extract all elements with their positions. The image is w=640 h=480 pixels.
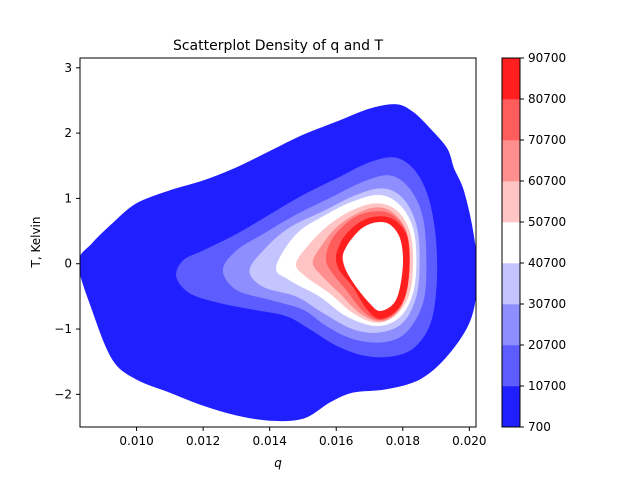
chart-title: Scatterplot Density of q and T: [173, 38, 384, 54]
x-axis-label: q: [274, 456, 282, 470]
x-tick-label: 0.014: [253, 434, 287, 448]
colorbar-frame: [501, 57, 521, 428]
colorbar-tick-label: 70700: [528, 133, 566, 147]
y-tick-label: −2: [54, 387, 72, 401]
colorbar-segment: [502, 58, 520, 100]
colorbar-segment: [502, 222, 520, 264]
plot-area: [80, 104, 476, 422]
colorbar-segment: [502, 140, 520, 182]
colorbar-tick-label: 700: [528, 420, 551, 434]
colorbar-tick-label: 30700: [528, 297, 566, 311]
colorbar-segment: [502, 304, 520, 346]
colorbar: [501, 57, 521, 428]
plot-frame: [79, 57, 477, 428]
colorbar-tick-label: 60700: [528, 174, 566, 188]
colorbar-tick-label: 20700: [528, 338, 566, 352]
colorbar-segment: [502, 386, 520, 428]
y-tick-label: 0: [64, 257, 72, 271]
y-tick-label: −1: [54, 322, 72, 336]
colorbar-tick-label: 80700: [528, 92, 566, 106]
x-tick-label: 0.020: [452, 434, 486, 448]
colorbar-segment: [502, 181, 520, 223]
colorbar-segment: [502, 263, 520, 305]
colorbar-ticks: 700 10700 20700 30700 40700 50700 60700 70700 80…: [520, 51, 566, 434]
x-tick-label: 0.018: [386, 434, 420, 448]
x-axis: 0.010 0.012 0.014 0.016 0.018 0.020: [119, 427, 487, 448]
contour-band-9: [342, 222, 404, 311]
colorbar-tick-label: 90700: [528, 51, 566, 65]
y-tick-label: 2: [64, 126, 72, 140]
x-tick-label: 0.010: [119, 434, 153, 448]
colorbar-tick-label: 40700: [528, 256, 566, 270]
y-tick-label: 3: [64, 61, 72, 75]
x-tick-label: 0.016: [319, 434, 353, 448]
y-axis-label: T, Kelvin: [29, 217, 43, 269]
colorbar-tick-label: 10700: [528, 379, 566, 393]
colorbar-tick-label: 50700: [528, 215, 566, 229]
y-tick-label: 1: [64, 191, 72, 205]
y-axis: −2 −1 0 1 2 3: [54, 61, 80, 401]
colorbar-segment: [502, 99, 520, 141]
colorbar-segment: [502, 345, 520, 387]
x-tick-label: 0.012: [186, 434, 220, 448]
